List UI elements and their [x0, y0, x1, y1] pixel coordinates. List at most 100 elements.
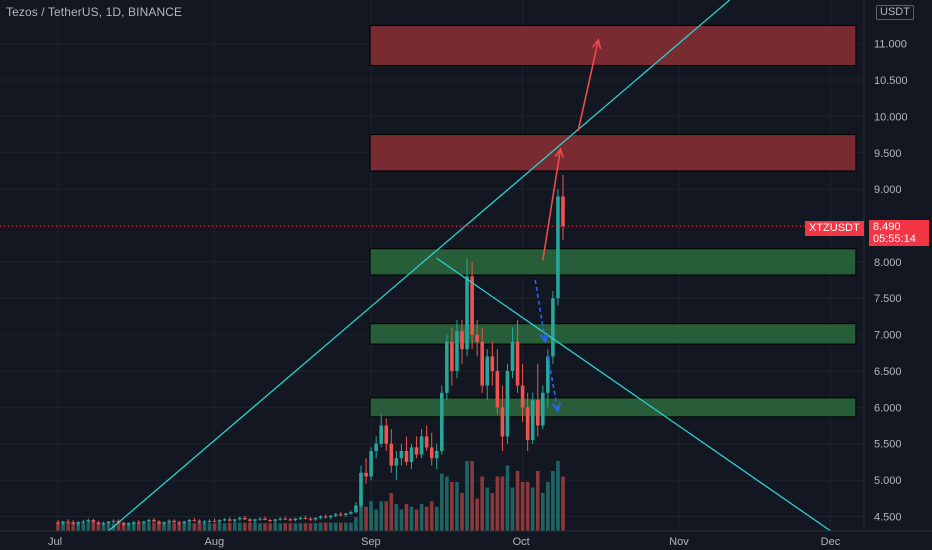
candle [232, 518, 237, 523]
volume-bar [162, 522, 166, 531]
candle-body [152, 520, 156, 522]
volume-bar [177, 522, 181, 531]
price-tick-label: 8.000 [874, 257, 902, 269]
candle [66, 519, 70, 524]
volume-bar [369, 501, 373, 531]
currency-selector[interactable]: USDT [876, 5, 914, 20]
candle [520, 363, 525, 422]
volume-bar [505, 465, 510, 531]
candle [384, 418, 389, 451]
candle-body [505, 370, 510, 437]
candle [126, 522, 131, 527]
volume-bar [333, 522, 338, 531]
candle [131, 520, 136, 526]
candle-body [81, 521, 86, 523]
volume-bar [318, 522, 323, 531]
volume-bar [308, 523, 313, 531]
volume-bar [510, 487, 515, 531]
resistance-zone [369, 24, 857, 66]
candle [480, 327, 484, 393]
candle-body [525, 407, 530, 441]
candle [318, 514, 323, 520]
candle [152, 517, 156, 523]
candle-body [232, 519, 237, 521]
candle [243, 515, 247, 521]
candle [263, 516, 267, 521]
support-zone [369, 397, 857, 418]
candle [389, 429, 394, 473]
volume-bar [86, 522, 91, 531]
volume-bar [460, 493, 464, 531]
volume-bar [434, 506, 439, 531]
candle [192, 517, 197, 522]
candle [475, 320, 479, 357]
candle-body [318, 516, 323, 518]
currency-label: USDT [880, 6, 910, 18]
candle [278, 517, 282, 521]
candle-body [278, 518, 282, 520]
candle [429, 432, 434, 466]
bar-countdown: 05:55:14 [873, 233, 916, 245]
arrow-shaft [534, 279, 547, 343]
candle-body [182, 521, 187, 523]
support-zone [369, 248, 857, 276]
candle-body [293, 518, 298, 521]
candle-body [283, 518, 288, 520]
trendline [436, 257, 832, 532]
volume-bar [414, 509, 419, 531]
volume-bar [429, 501, 434, 531]
volume-bar [56, 522, 60, 531]
candle [56, 520, 60, 525]
candle-body [414, 447, 419, 455]
candle [197, 519, 202, 524]
candle-body [520, 385, 525, 408]
volume-bar [152, 522, 156, 531]
candle [485, 349, 490, 401]
volume-bar [142, 523, 146, 531]
candle [96, 520, 101, 526]
volume-bar [374, 509, 378, 531]
candle-body [455, 330, 459, 371]
current-price-value: 8.490 [873, 221, 901, 233]
candle-body [379, 425, 383, 444]
volume-bar [71, 522, 75, 531]
candle-body [101, 522, 106, 524]
candle-body [359, 472, 363, 506]
candle [364, 458, 368, 484]
candle-body [535, 400, 540, 426]
volume-bar [404, 504, 409, 531]
candle-body [227, 519, 232, 521]
time-tick-label: Aug [205, 536, 225, 548]
volume-bar [81, 523, 86, 531]
candle-body [561, 196, 565, 227]
candle [101, 521, 106, 526]
price-axis: 4.500 5.000 5.500 6.000 6.500 7.000 7.500 8.000… [874, 39, 908, 524]
volume-bar [339, 522, 343, 531]
candle-body [263, 518, 267, 521]
candle [500, 385, 505, 451]
candle-body [339, 514, 343, 516]
candle [313, 517, 318, 521]
candlesticks [56, 174, 565, 527]
volume-bar [495, 476, 500, 531]
candle [142, 520, 146, 525]
volume-bar [541, 493, 545, 531]
volume-bar [440, 473, 444, 531]
volume-bar [293, 523, 298, 531]
candle-body [389, 443, 394, 466]
volume-bar [147, 522, 151, 531]
candle-body [131, 522, 136, 524]
candle [106, 520, 111, 525]
candle [157, 520, 161, 525]
candle [455, 320, 459, 379]
volume-bar [126, 522, 131, 531]
volume-bar [66, 522, 70, 531]
volume-bar [207, 523, 212, 531]
candle [323, 514, 328, 519]
candle-body [369, 450, 373, 477]
price-tick-label: 4.500 [874, 511, 902, 523]
volume-bar [379, 501, 383, 531]
candle [303, 515, 308, 520]
volume-bar [227, 522, 232, 531]
